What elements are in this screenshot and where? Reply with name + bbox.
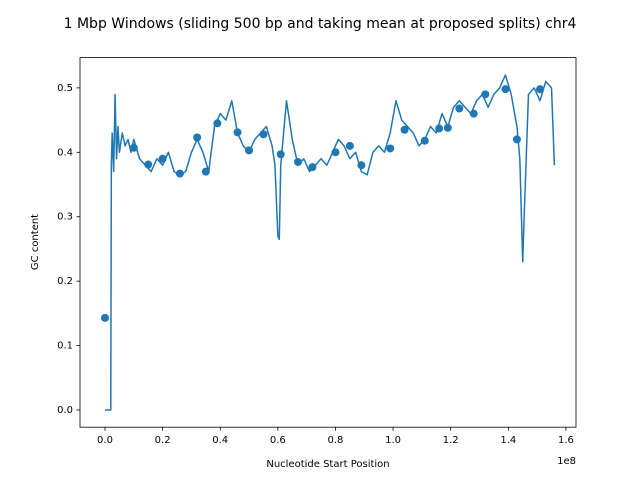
split-point [443,123,452,132]
split-point [357,161,366,170]
split-point [386,144,395,153]
split-point [129,143,138,152]
split-point [144,160,153,169]
y-tick-label: 0.1 [57,341,73,352]
plot-frame [79,57,577,428]
split-point [512,135,521,144]
y-tick-label: 0.5 [57,83,73,94]
split-point [193,133,202,142]
split-point [213,119,222,128]
x-axis-label: Nucleotide Start Position [266,459,389,470]
split-point [501,85,510,94]
y-axis-label: GC content [30,214,41,270]
x-tick-label: 1.2 [443,435,459,446]
split-point [201,167,210,176]
split-point [245,146,254,155]
x-tick-label: 1.0 [385,435,401,446]
chart-title: 1 Mbp Windows (sliding 500 bp and taking… [64,16,577,32]
split-point [420,136,429,145]
split-point [276,150,285,159]
split-point [158,154,167,163]
x-tick-label: 0.2 [155,435,171,446]
split-point [481,90,490,99]
x-tick-label: 1.4 [500,435,516,446]
split-point [175,169,184,178]
x-tick-label: 0.6 [270,435,286,446]
split-point [469,109,478,118]
split-point [455,104,464,113]
split-point [294,157,303,166]
split-point [233,128,242,137]
split-point [259,130,268,139]
split-point [308,163,317,172]
split-point [435,124,444,133]
x-tick-label: 0.8 [328,435,344,446]
split-point [345,141,354,150]
x-offset-label: 1e8 [557,456,576,467]
y-tick-label: 0.0 [57,405,73,416]
y-tick-label: 0.3 [57,212,73,223]
x-tick-label: 0.4 [212,435,228,446]
split-point [101,313,110,322]
split-point [535,85,544,94]
x-tick-label: 1.6 [558,435,574,446]
gc-line [105,74,556,411]
split-point [331,148,340,157]
y-tick-label: 0.2 [57,276,73,287]
split-point [400,125,409,134]
y-tick-label: 0.4 [57,147,73,158]
x-tick-label: 0.0 [97,435,113,446]
